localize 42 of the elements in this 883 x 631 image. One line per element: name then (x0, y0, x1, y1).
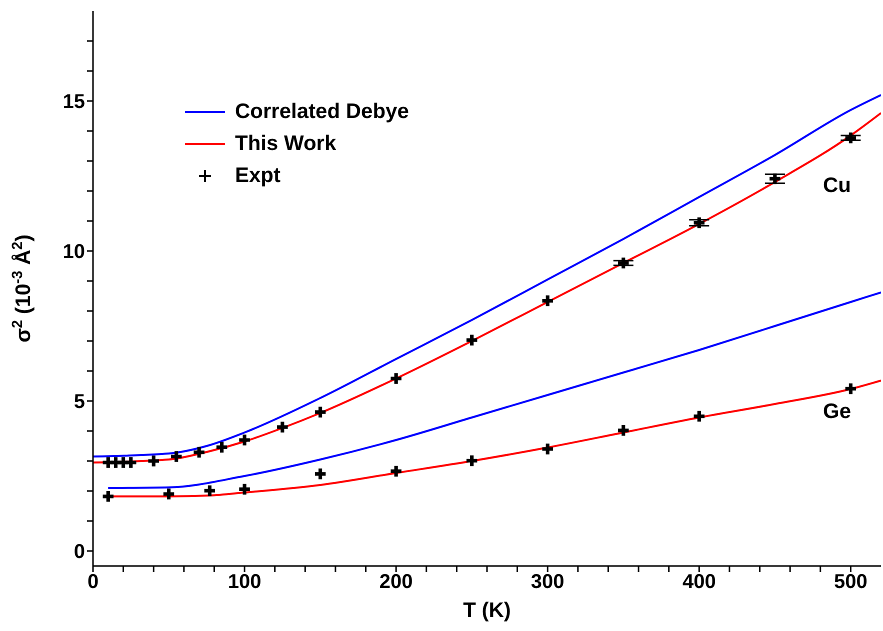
point (239, 484, 250, 495)
y-tick-label: 0 (74, 541, 85, 564)
point (314, 406, 326, 418)
point (239, 434, 250, 446)
annotation: Ge (823, 400, 852, 424)
point (163, 488, 174, 500)
point (466, 334, 478, 346)
x-tick-label: 300 (530, 571, 564, 594)
x-axis-title: T (K) (463, 599, 511, 622)
point (390, 373, 402, 384)
point (390, 466, 402, 477)
point (618, 258, 629, 268)
point (845, 383, 856, 394)
y-tick-label: 5 (74, 391, 85, 414)
point (770, 173, 780, 184)
point (126, 457, 136, 468)
point (542, 295, 553, 306)
point (542, 444, 553, 454)
y-tick-label: 15 (62, 91, 85, 114)
point (148, 456, 159, 466)
line-series (107, 291, 881, 489)
point (170, 451, 182, 462)
point (694, 217, 705, 228)
point (216, 442, 228, 453)
legend-label: Expt (235, 163, 281, 189)
legend-label: This Work (235, 131, 336, 157)
point (845, 132, 856, 144)
x-tick-label: 200 (379, 571, 413, 594)
point (314, 468, 326, 480)
y-tick-label: 10 (62, 241, 85, 264)
x-tick-label: 400 (682, 571, 716, 594)
annotation: Cu (823, 174, 851, 198)
point (618, 425, 629, 436)
x-tick-label: 500 (834, 571, 868, 594)
point (466, 455, 478, 466)
point (102, 491, 114, 502)
x-tick-label: 100 (228, 571, 262, 594)
legend-label: Correlated Debye (235, 99, 409, 125)
point (694, 410, 705, 422)
point (277, 422, 288, 432)
point (204, 485, 216, 496)
point (194, 446, 204, 458)
